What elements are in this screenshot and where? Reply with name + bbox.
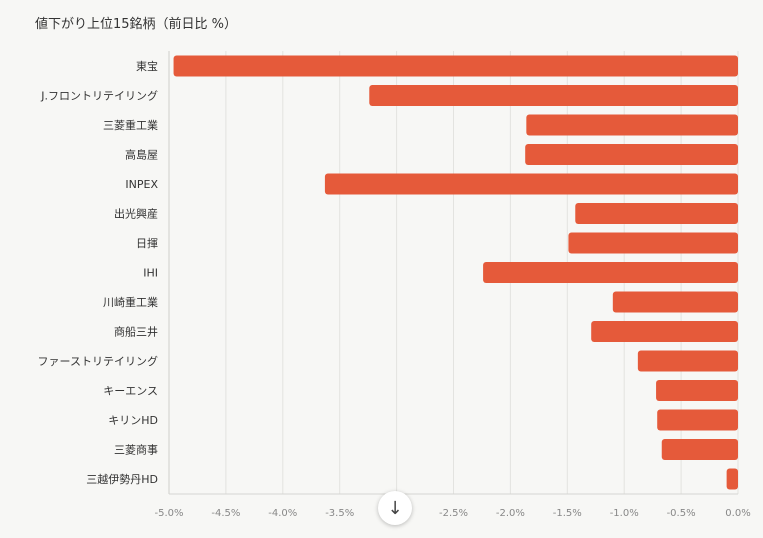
category-label: 三菱商事 (114, 443, 158, 457)
x-tick-label: -4.5% (211, 508, 240, 519)
bar (324, 173, 738, 195)
category-label: 日揮 (136, 236, 158, 250)
x-tick-label: -4.0% (268, 508, 297, 519)
category-label: 川崎重工業 (103, 295, 158, 309)
arrow-down-icon: ↓ (387, 497, 403, 519)
bar (568, 232, 738, 254)
bar (591, 321, 738, 342)
category-label: ファーストリテイリング (38, 354, 158, 368)
x-tick-label: -1.5% (553, 508, 582, 519)
bar (657, 409, 738, 431)
bar (483, 262, 738, 283)
category-label: キーエンス (103, 385, 158, 398)
x-tick-label: -3.5% (325, 508, 354, 519)
category-label: 三菱重工業 (103, 118, 158, 132)
x-tick-label: -2.5% (439, 508, 468, 519)
x-tick-label: -2.0% (496, 508, 525, 519)
category-label: 商船三井 (114, 325, 158, 339)
bar (656, 380, 738, 401)
chart-title: 値下がり上位15銘柄（前日比 %） (35, 17, 238, 32)
bar (726, 468, 738, 490)
bar (525, 144, 738, 165)
x-tick-label: -1.0% (610, 508, 639, 519)
bar (526, 114, 738, 136)
bar (637, 350, 738, 372)
category-label: 高島屋 (125, 148, 158, 162)
category-label: INPEX (125, 178, 158, 191)
category-label: キリンHD (108, 414, 158, 427)
bar (369, 85, 738, 106)
bar (612, 291, 738, 313)
x-tick-label: -0.5% (667, 508, 696, 519)
x-tick-label: -5.0% (154, 508, 183, 519)
category-label: J.フロントリテイリング (40, 89, 158, 103)
category-label: 東宝 (136, 59, 158, 73)
bar (575, 203, 738, 224)
category-label: 出光興産 (114, 207, 158, 221)
bar (173, 55, 738, 77)
scroll-down-button[interactable]: ↓ (378, 491, 412, 525)
category-label: IHI (143, 267, 158, 280)
bar (661, 439, 738, 460)
x-tick-label: 0.0% (725, 508, 750, 519)
category-label: 三越伊勢丹HD (86, 472, 158, 486)
